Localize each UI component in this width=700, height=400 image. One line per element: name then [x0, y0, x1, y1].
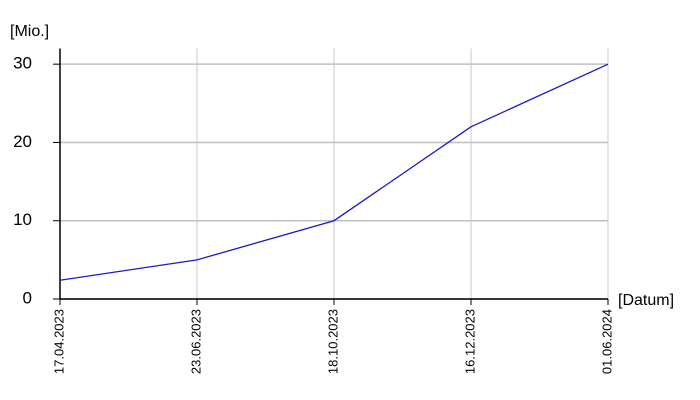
x-tick-label: 17.04.2023	[51, 309, 66, 374]
x-tick-label: 16.12.2023	[462, 309, 477, 374]
data-line	[59, 63, 609, 281]
x-tick-label: 23.06.2023	[188, 309, 203, 374]
y-tick-label: 30	[13, 54, 32, 73]
x-tick-label: 01.06.2024	[599, 309, 614, 374]
x-axis-title: [Datum]	[618, 292, 674, 309]
x-tick-label: 18.10.2023	[325, 309, 340, 374]
y-axis-title: [Mio.]	[10, 23, 49, 40]
y-tick-label: 10	[13, 210, 32, 229]
y-tick-label: 0	[23, 288, 32, 307]
y-tick-label: 20	[13, 132, 32, 151]
